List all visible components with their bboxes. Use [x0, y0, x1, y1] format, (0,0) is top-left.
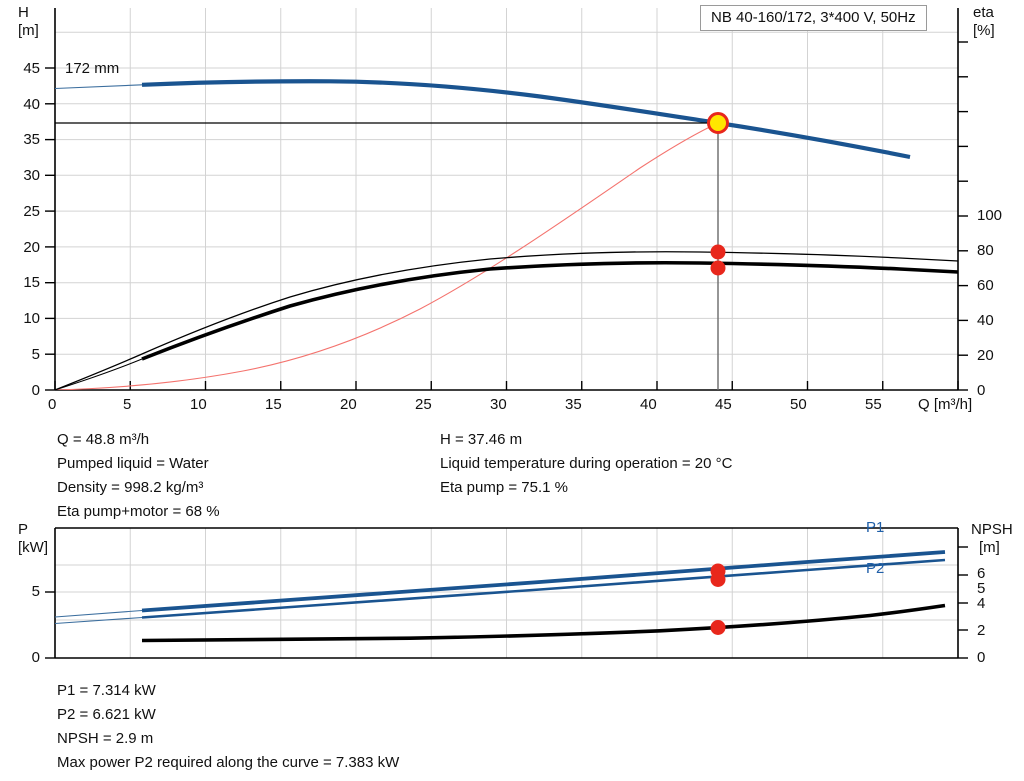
top-chart-right-axis-ticks — [958, 41, 968, 391]
top-y-tick-40: 40 — [23, 96, 40, 113]
top-x-tick-10: 10 — [190, 396, 207, 413]
duty-info-pumped-liquid: Pumped liquid = Water — [57, 455, 209, 472]
duty-point-marker — [707, 112, 729, 134]
bottom-npsh-tick-4: 4 — [977, 595, 986, 612]
top-x-tick-55: 55 — [865, 396, 882, 413]
bottom-chart-y-left-axis-unit: [kW] — [18, 539, 48, 556]
top-chart-x-axis-ticks — [54, 381, 959, 390]
p1-curve-extension — [55, 609, 143, 618]
bottom-chart-y-right-axis-title: NPSH [m] — [971, 521, 1013, 557]
top-eta-tick-20: 20 — [977, 347, 994, 364]
duty-info-head: H = 37.46 m — [440, 431, 523, 448]
bottom-npsh-tick-0: 0 — [977, 649, 986, 666]
top-x-tick-25: 25 — [415, 396, 432, 413]
power-info-npsh: NPSH = 2.9 m — [57, 730, 154, 747]
bottom-npsh-tick-6: 6 — [977, 565, 986, 582]
p1-power-curve — [141, 550, 946, 613]
duty-point-guides — [55, 122, 719, 390]
top-x-tick-15: 15 — [265, 396, 282, 413]
head-curve-172mm — [141, 79, 911, 160]
npsh-duty-dot — [710, 620, 726, 635]
top-x-axis-title: Q [m³/h] — [918, 396, 973, 413]
top-x-tick-0: 0 — [48, 396, 57, 413]
top-chart-y-right-axis-title: eta [%] — [973, 4, 995, 40]
top-chart-y-left-axis-unit: [m] — [18, 22, 39, 39]
impeller-diameter-label: 172 mm — [65, 60, 120, 77]
top-y-tick-5: 5 — [31, 346, 40, 363]
top-x-tick-50: 50 — [790, 396, 807, 413]
power-info-p2: P2 = 6.621 kW — [57, 706, 156, 723]
bottom-chart-axes — [54, 527, 959, 659]
top-y-tick-10: 10 — [23, 310, 40, 327]
system-resistance-curve — [55, 122, 719, 390]
top-x-tick-20: 20 — [340, 396, 357, 413]
p2-curve-extension — [55, 616, 143, 625]
top-chart-y-left-axis-title: H [m] — [18, 4, 39, 40]
top-eta-tick-40: 40 — [977, 312, 994, 329]
npsh-curve — [141, 603, 946, 643]
duty-info-density: Density = 998.2 kg/m³ — [57, 479, 204, 496]
bottom-chart-y-right-axis-symbol: NPSH — [971, 521, 1013, 538]
duty-info-right-column: H = 37.46 m Liquid temperature during op… — [440, 428, 732, 500]
top-eta-tick-100: 100 — [977, 207, 1003, 224]
power-curve-label-p1: P1 — [866, 519, 885, 536]
top-x-tick-5: 5 — [123, 396, 132, 413]
bottom-p-tick-0: 0 — [31, 649, 40, 666]
top-eta-tick-60: 60 — [977, 277, 994, 294]
eta-pump-motor-curve-extension — [55, 358, 143, 390]
top-chart-y-left-axis-symbol: H — [18, 4, 29, 21]
power-info-p1: P1 = 7.314 kW — [57, 682, 156, 699]
bottom-chart-right-axis-ticks — [958, 546, 968, 659]
power-info-block: P1 = 7.314 kW P2 = 6.621 kW NPSH = 2.9 m… — [57, 679, 399, 775]
top-chart-vertical-gridlines — [129, 8, 884, 390]
top-eta-tick-80: 80 — [977, 242, 994, 259]
pump-model-title: NB 40-160/172, 3*400 V, 50Hz — [700, 5, 927, 31]
bottom-chart-plot — [45, 527, 968, 659]
top-x-tick-30: 30 — [490, 396, 507, 413]
p2-duty-dot — [710, 572, 726, 587]
bottom-chart-y-left-axis-symbol: P — [18, 521, 29, 538]
top-chart-y-right-axis-symbol: eta — [973, 4, 994, 21]
power-curve-label-p2: P2 — [866, 560, 885, 577]
duty-info-eta-pump: Eta pump = 75.1 % — [440, 479, 568, 496]
top-y-tick-15: 15 — [23, 274, 40, 291]
top-y-tick-20: 20 — [23, 239, 40, 256]
duty-info-liquid-temperature: Liquid temperature during operation = 20… — [440, 455, 733, 472]
top-y-tick-30: 30 — [23, 167, 40, 184]
top-y-tick-25: 25 — [23, 203, 40, 220]
top-eta-tick-0: 0 — [977, 382, 986, 399]
bottom-npsh-tick-2: 2 — [977, 622, 986, 639]
eta-pump-motor-curve — [141, 260, 958, 361]
bottom-p-tick-5: 5 — [31, 583, 40, 600]
eta-pump-curve — [55, 251, 958, 390]
top-chart-left-axis-ticks — [45, 67, 55, 391]
duty-info-flow: Q = 48.8 m³/h — [57, 431, 150, 448]
head-curve-extension — [55, 84, 143, 90]
top-x-tick-45: 45 — [715, 396, 732, 413]
top-chart-y-right-axis-unit: [%] — [973, 22, 995, 39]
bottom-chart-y-left-axis-title: P [kW] — [18, 521, 48, 557]
top-y-tick-0: 0 — [31, 382, 40, 399]
duty-info-left-column: Q = 48.8 m³/h Pumped liquid = Water Dens… — [57, 428, 220, 524]
duty-info-eta-pump-motor: Eta pump+motor = 68 % — [57, 503, 220, 520]
top-y-tick-45: 45 — [23, 60, 40, 77]
top-x-tick-35: 35 — [565, 396, 582, 413]
eta-pump-motor-duty-dot — [710, 260, 726, 276]
p2-power-curve — [141, 558, 946, 619]
bottom-chart-left-axis-ticks — [45, 591, 55, 659]
bottom-chart-y-right-axis-unit: [m] — [979, 539, 1000, 556]
top-y-tick-35: 35 — [23, 131, 40, 148]
eta-pump-duty-dot — [710, 244, 726, 260]
power-info-max-power: Max power P2 required along the curve = … — [57, 754, 400, 771]
bottom-npsh-tick-5: 5 — [977, 580, 986, 597]
top-chart-plot — [45, 8, 968, 391]
top-x-tick-40: 40 — [640, 396, 657, 413]
